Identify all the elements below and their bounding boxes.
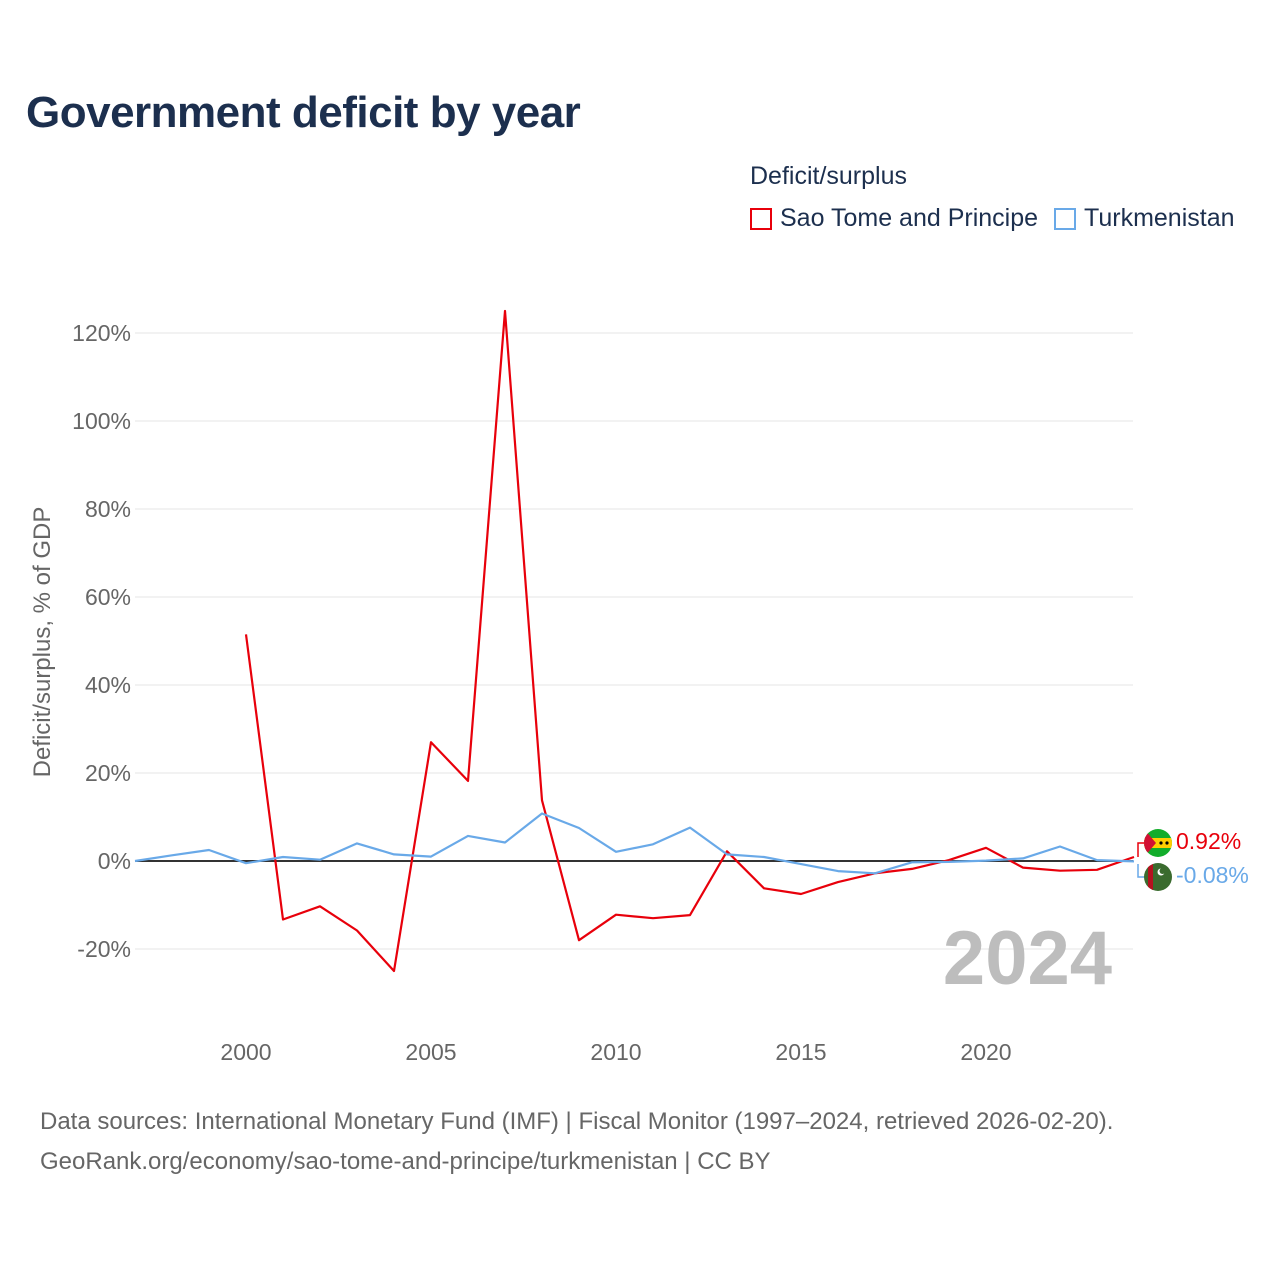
y-axis-label: Deficit/surplus, % of GDP bbox=[29, 507, 56, 778]
chart-title: Government deficit by year bbox=[26, 88, 581, 137]
y-axis-ticks: -20% 0% 20% 40% 60% 80% 100% 120% bbox=[72, 320, 131, 962]
legend-item-sao-tome[interactable]: Sao Tome and Principe bbox=[750, 204, 1038, 233]
footer-sources: Data sources: International Monetary Fun… bbox=[40, 1108, 1114, 1135]
end-label-turkmenistan: -0.08% bbox=[1176, 862, 1249, 888]
x-tick-label: 2015 bbox=[775, 1039, 826, 1065]
legend-label-turkmenistan: Turkmenistan bbox=[1084, 204, 1235, 232]
series-line-turkmenistan[interactable] bbox=[134, 812, 1135, 875]
legend-swatch-turkmenistan bbox=[1054, 207, 1076, 230]
sao-tome-flag-icon bbox=[1144, 829, 1172, 857]
y-tick-label: 0% bbox=[98, 848, 131, 874]
end-connector-turkmenistan bbox=[1137, 864, 1146, 878]
y-tick-label: 20% bbox=[85, 760, 131, 786]
legend-item-turkmenistan[interactable]: Turkmenistan bbox=[1054, 204, 1235, 233]
y-tick-label: 80% bbox=[85, 496, 131, 522]
series-lines bbox=[134, 309, 1135, 973]
series-line-sao-tome[interactable] bbox=[244, 309, 1135, 973]
end-label-sao-tome: 0.92% bbox=[1176, 828, 1241, 854]
y-tick-label: 40% bbox=[85, 672, 131, 698]
footer-attribution[interactable]: GeoRank.org/economy/sao-tome-and-princip… bbox=[40, 1148, 771, 1175]
turkmenistan-flag-icon bbox=[1144, 863, 1172, 891]
x-tick-label: 2000 bbox=[220, 1039, 271, 1065]
end-connector-sao-tome bbox=[1137, 842, 1146, 857]
legend-swatch-sao-tome bbox=[750, 207, 772, 230]
current-year-label: 2024 bbox=[943, 916, 1112, 1001]
legend-label-sao-tome: Sao Tome and Principe bbox=[780, 204, 1039, 232]
y-tick-label: -20% bbox=[77, 936, 131, 962]
y-tick-label: 60% bbox=[85, 584, 131, 610]
y-tick-label: 100% bbox=[72, 408, 131, 434]
x-tick-label: 2005 bbox=[405, 1039, 456, 1065]
x-tick-label: 2020 bbox=[960, 1039, 1011, 1065]
y-tick-label: 120% bbox=[72, 320, 131, 346]
x-tick-label: 2010 bbox=[590, 1039, 641, 1065]
legend-title: Deficit/surplus bbox=[750, 162, 907, 190]
x-axis-ticks: 2000 2005 2010 2015 2020 bbox=[220, 1039, 1011, 1065]
gridlines bbox=[135, 332, 1133, 950]
